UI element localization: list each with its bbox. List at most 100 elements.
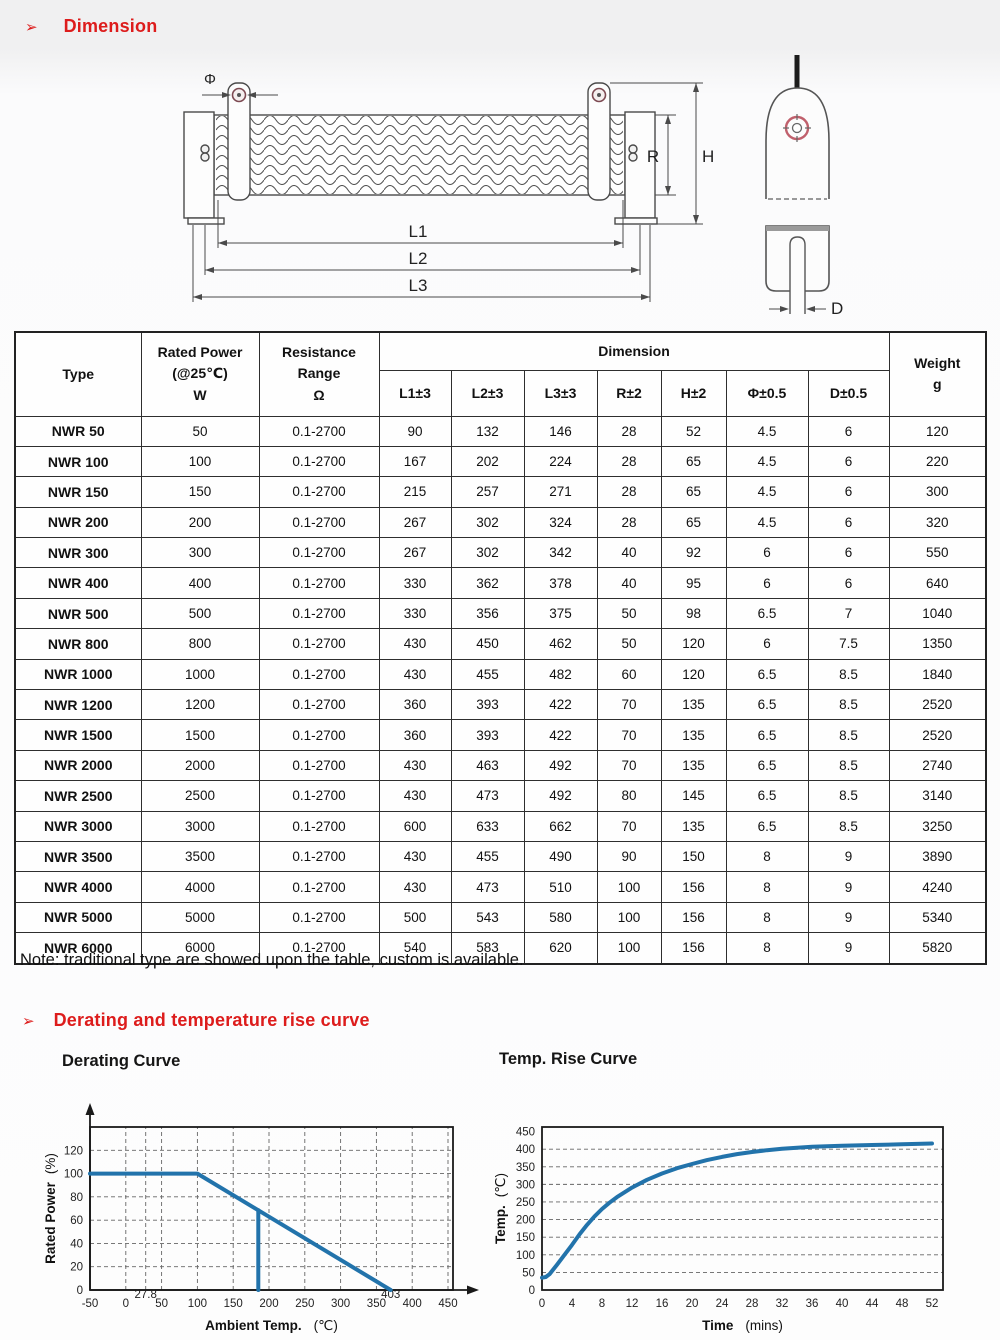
terminal-lug-right [628, 144, 638, 162]
spec-cell: 80 [596, 780, 662, 812]
col-header-resistance: Resistance Range Ω [258, 331, 380, 417]
spec-cell: 800 [140, 628, 260, 660]
spec-cell: 50 [596, 597, 662, 630]
spec-cell: 422 [523, 689, 598, 721]
x-tick-label: 150 [224, 1298, 243, 1310]
spec-row: NWR 1500 1500 0.1-2700 360 393 422 70 135 6.5 8.5… [14, 719, 987, 751]
spec-cell: 4.5 [725, 506, 809, 539]
spec-cell: 3140 [888, 780, 987, 812]
spec-row: NWR 2000 2000 0.1-2700 430 463 492 70 135 6.5 8.5… [14, 749, 987, 782]
spec-row: NWR 500 500 0.1-2700 330 356 375 50 98 6.5 7 1040 [14, 597, 987, 630]
spec-cell: 6 [807, 537, 890, 569]
spec-cell: 430 [378, 840, 452, 873]
spec-row: NWR 3000 3000 0.1-2700 600 633 662 70 135 6.5 8.5… [14, 810, 987, 842]
mounting-hole-right [591, 87, 607, 103]
x-tick-label: 350 [367, 1298, 386, 1310]
spec-cell: 302 [450, 537, 525, 569]
y-tick-label: 50 [522, 1267, 535, 1279]
derating-heading-text: Derating and temperature rise curve [53, 1010, 370, 1030]
col-header-rated-power: Rated Power (@25℃) W [140, 331, 260, 417]
spec-cell: 342 [523, 537, 598, 569]
spec-cell: 300 [888, 476, 987, 508]
x-tick-label: 0 [123, 1298, 129, 1310]
temp-rise-chart-title: Temp. Rise Curve [499, 1050, 638, 1068]
x-tick-label: 24 [716, 1298, 729, 1310]
spec-cell-type: NWR 4000 [14, 871, 142, 903]
spec-cell: 455 [450, 840, 525, 873]
y-tick-label: 200 [516, 1215, 535, 1227]
spec-cell: 0.1-2700 [258, 689, 380, 721]
plot-frame [541, 1126, 944, 1291]
y-axis-label: Temp.(℃) [493, 1173, 508, 1244]
y-tick-label: 150 [516, 1232, 535, 1244]
spec-cell: 462 [523, 628, 598, 660]
spec-cell: 1500 [140, 719, 260, 751]
spec-cell: 0.1-2700 [258, 445, 380, 478]
spec-cell: 422 [523, 719, 598, 751]
spec-cell: 220 [888, 445, 987, 478]
spec-cell: 6.5 [725, 597, 809, 630]
spec-cell: 52 [660, 415, 727, 447]
spec-cell: 8 [725, 932, 809, 965]
spec-cell: 95 [660, 567, 727, 599]
dimension-heading-text: Dimension [63, 16, 158, 36]
resistance-line1: Resistance [282, 343, 356, 360]
x-tick-label: 300 [331, 1298, 350, 1310]
rated-power-line3: W [193, 387, 207, 404]
spec-cell: 583 [450, 932, 525, 965]
x-tick-label: 52 [926, 1298, 939, 1310]
col-header-l3: L3±3 [523, 369, 598, 417]
spec-row: NWR 300 300 0.1-2700 267 302 342 40 92 6 6 550 [14, 537, 987, 569]
front-view [183, 82, 658, 225]
spec-cell: 430 [378, 780, 452, 812]
spec-cell: 215 [378, 476, 452, 508]
spec-cell: 4.5 [725, 445, 809, 478]
col-header-weight: Weight g [888, 331, 987, 417]
x-extra-label: 27.8 [135, 1289, 157, 1301]
spec-cell: 473 [450, 871, 525, 903]
spec-cell: 1840 [888, 658, 987, 691]
y-axis-label: Rated Power(%) [43, 1153, 58, 1264]
spec-cell: 7 [807, 597, 890, 630]
spec-cell: 356 [450, 597, 525, 630]
mounting-tab-left [227, 82, 251, 201]
spec-cell: 8.5 [807, 719, 890, 751]
x-axis-arrowhead [467, 1285, 479, 1295]
spec-cell-type: NWR 500 [14, 597, 142, 630]
x-tick-label: 44 [866, 1298, 879, 1310]
y-axis-arrowhead [85, 1103, 95, 1115]
spec-cell: 6 [807, 445, 890, 478]
spec-row: NWR 1000 1000 0.1-2700 430 455 482 60 120 6.5 8.5… [14, 658, 987, 691]
section-arrow-icon: ➢ [22, 1012, 35, 1030]
spec-cell: 100 [596, 871, 662, 903]
right-foot [614, 217, 658, 225]
spec-row: NWR 5000 5000 0.1-2700 500 543 580 100 156 8 9 534… [14, 901, 987, 934]
spec-cell: 267 [378, 537, 452, 569]
spec-cell: 9 [807, 932, 890, 965]
spec-row: NWR 150 150 0.1-2700 215 257 271 28 65 4.5 6 300 [14, 476, 987, 508]
weight-line2: g [932, 376, 942, 393]
spec-cell: 430 [378, 871, 452, 903]
derating-chart-title: Derating Curve [62, 1052, 181, 1070]
y-tick-label: 250 [516, 1197, 535, 1209]
spec-cell: 100 [140, 445, 260, 478]
spec-cell: 8 [725, 840, 809, 873]
spec-cell: 224 [523, 445, 598, 478]
spec-cell-type: NWR 2000 [14, 749, 142, 782]
spec-cell: 156 [660, 871, 727, 903]
spec-cell: 2520 [888, 719, 987, 751]
col-header-d: D±0.5 [807, 369, 890, 417]
col-header-l2: L2±3 [450, 369, 525, 417]
spec-cell: 662 [523, 810, 598, 842]
spec-cell: 0.1-2700 [258, 415, 380, 447]
dim-label-r: R [647, 147, 659, 166]
col-header-type: Type [14, 331, 142, 417]
spec-row: NWR 800 800 0.1-2700 430 450 462 50 120 6 7.5 1350 [14, 628, 987, 660]
spec-cell: 2500 [140, 780, 260, 812]
y-tick-label: 100 [64, 1169, 83, 1181]
derating-section-heading: ➢ Derating and temperature rise curve [22, 1010, 370, 1031]
spec-cell: 70 [596, 719, 662, 751]
spec-cell: 4.5 [725, 415, 809, 447]
spec-cell: 0.1-2700 [258, 901, 380, 934]
x-tick-label: 400 [403, 1298, 422, 1310]
